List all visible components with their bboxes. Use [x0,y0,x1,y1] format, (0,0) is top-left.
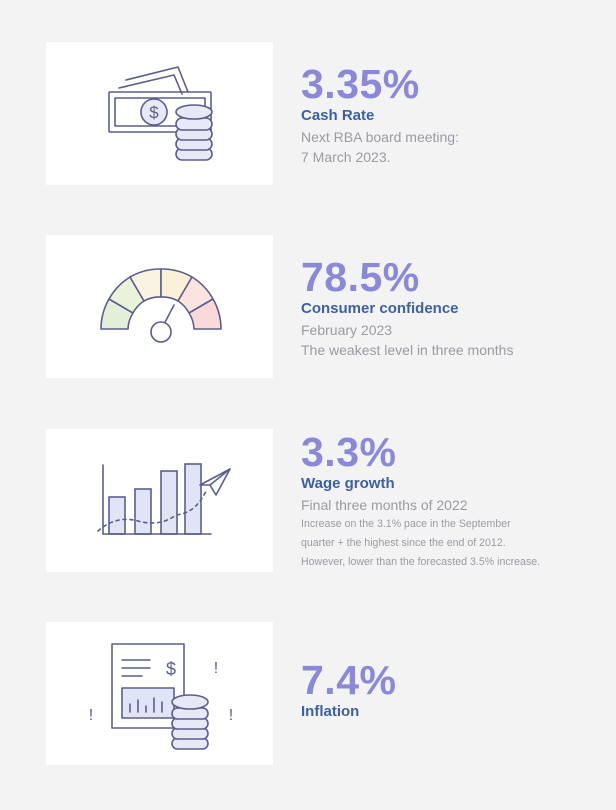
stat-label: Wage growth [301,475,395,492]
report-coins-icon: $ ! ! ! [89,643,233,750]
stat-card-consumer-confidence [46,235,273,378]
stat-description-line: The weakest level in three months [301,342,514,358]
dollar-sign-icon: $ [149,103,159,122]
stat-note-line: quarter + the highest since the end of 2… [301,537,506,549]
stat-note-line: However, lower than the forecasted 3.5% … [301,556,541,568]
money-coins-icon: $ [108,66,213,161]
stat-value: 7.4% [301,657,397,703]
stat-label: Inflation [301,703,360,720]
stat-note-line: Increase on the 3.1% pace in the Septemb… [301,518,511,530]
stat-description-line: February 2023 [301,322,393,338]
exclamation-icon: ! [229,707,233,724]
stat-value: 3.3% [301,429,397,475]
bar-chart-growth-icon [97,463,231,535]
stat-value: 78.5% [301,254,420,300]
stat-value: 3.35% [301,61,420,107]
stat-description-line: Final three months of 2022 [301,497,468,513]
stat-card-wage-growth [46,429,273,572]
stat-text-cash-rate: 3.35% Cash Rate Next RBA board meeting: … [301,62,601,167]
gauge-meter-icon [100,268,222,343]
stat-text-consumer-confidence: 78.5% Consumer confidence February 2023 … [301,255,601,360]
exclamation-icon: ! [214,660,218,677]
dollar-sign-icon: $ [166,659,176,679]
stat-description-line: 7 March 2023. [301,149,391,165]
stat-text-inflation: 7.4% Inflation [301,658,601,723]
stat-description-line: Next RBA board meeting: [301,129,459,145]
exclamation-icon: ! [89,707,93,724]
stat-label: Cash Rate [301,107,375,124]
stat-text-wage-growth: 3.3% Wage growth Final three months of 2… [301,430,601,572]
stat-card-inflation: $ ! ! ! [46,622,273,765]
stat-card-cash-rate: $ [46,42,273,185]
stat-label: Consumer confidence [301,300,459,317]
